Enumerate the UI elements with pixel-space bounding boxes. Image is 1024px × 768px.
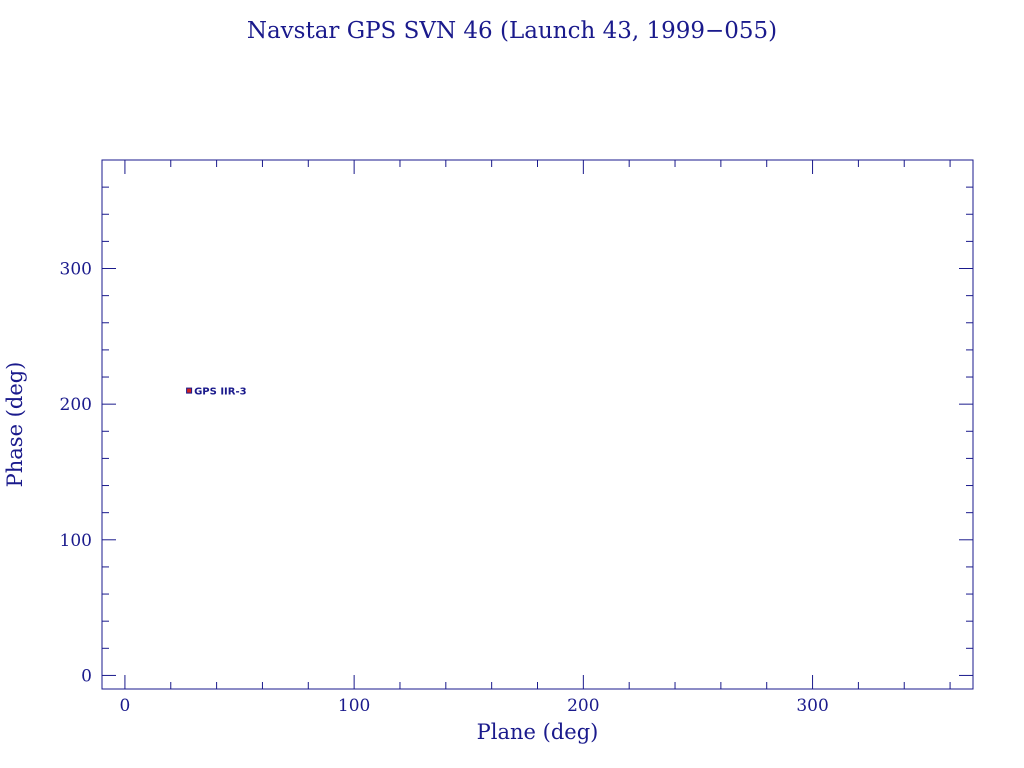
- plot-frame: [101, 159, 974, 690]
- x-tick-label: 100: [338, 696, 370, 716]
- x-tick-label: 300: [796, 696, 828, 716]
- data-points: GPS IIR-3: [186, 387, 247, 398]
- y-tick-label: 100: [60, 531, 92, 551]
- chart-title: Navstar GPS SVN 46 (Launch 43, 1999−055): [247, 18, 777, 44]
- data-point: [186, 387, 193, 394]
- y-axis-label: Phase (deg): [3, 362, 27, 488]
- y-tick-label: 200: [60, 395, 92, 415]
- x-tick-label: 0: [120, 696, 131, 716]
- axis-ticks: [102, 159, 973, 689]
- x-tick-label: 200: [567, 696, 599, 716]
- y-tick-label: 0: [81, 666, 92, 686]
- y-tick-label: 300: [60, 260, 92, 280]
- tick-labels: 0 100 200 300 0 100 200 300: [60, 260, 829, 716]
- x-axis-label: Plane (deg): [477, 720, 599, 744]
- data-point-label: GPS IIR-3: [194, 387, 247, 398]
